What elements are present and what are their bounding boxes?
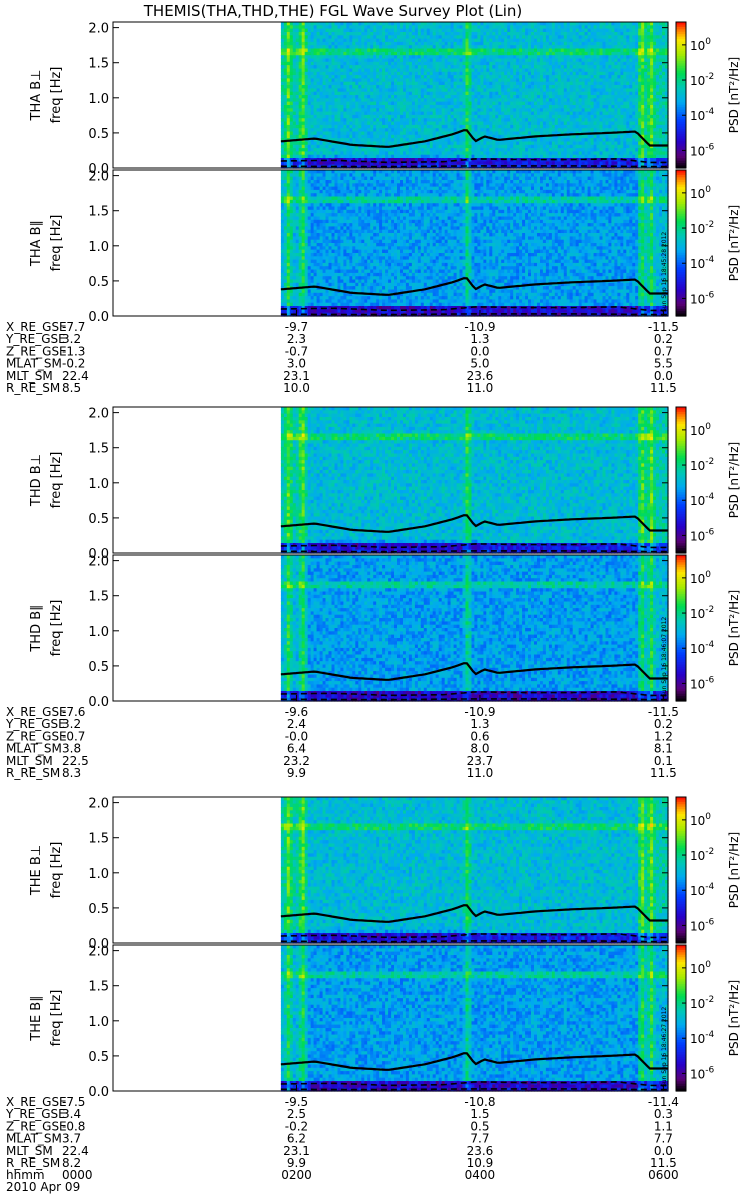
y-tick-label: 0.0 bbox=[88, 1085, 109, 1100]
colorbar-tick-label: 100 bbox=[690, 570, 711, 586]
colorbar-tick-label: 100 bbox=[690, 422, 711, 438]
y-tick-label: 1.5 bbox=[88, 590, 109, 605]
date-label: 2010 Apr 09 bbox=[6, 1180, 80, 1194]
ephemeris-value: 11.0 bbox=[467, 766, 494, 780]
timestamp: Sun Sep 16 18:46:27 2012 bbox=[661, 1007, 668, 1087]
y-tick-label: 0.5 bbox=[88, 1050, 109, 1065]
colorbar-tick-label: 10-4 bbox=[690, 255, 715, 271]
y-tick-label: 1.5 bbox=[88, 442, 109, 457]
colorbar-label: PSD [nT²/Hz] bbox=[727, 980, 741, 1056]
colorbar-tick-label: 10-4 bbox=[690, 107, 715, 123]
colorbar-label: PSD [nT²/Hz] bbox=[727, 832, 741, 908]
y-tick-label: 0.5 bbox=[88, 902, 109, 917]
y-tick-label: 1.0 bbox=[88, 867, 109, 882]
colorbar-tick-label: 10-2 bbox=[690, 72, 714, 88]
y-tick-label: 0.5 bbox=[88, 660, 109, 675]
ephemeris-label: R_RE_SM bbox=[6, 381, 60, 395]
colorbar-tick-label: 10-2 bbox=[690, 605, 714, 621]
colorbar-tick-label: 10-6 bbox=[690, 675, 715, 691]
colorbar-tick-label: 10-6 bbox=[690, 1065, 715, 1081]
colorbar-label: PSD [nT²/Hz] bbox=[727, 590, 741, 666]
colorbar-tick-label: 10-4 bbox=[690, 882, 715, 898]
spectrogram bbox=[281, 407, 669, 554]
colorbar-tick-label: 10-2 bbox=[690, 847, 714, 863]
panel-ylabel: THE B⊥ bbox=[29, 845, 44, 896]
timestamp: Sun Sep 16 18:45:28 2012 bbox=[661, 232, 668, 312]
y-tick-label: 0.5 bbox=[88, 275, 109, 290]
colorbar-tick-label: 100 bbox=[690, 960, 711, 976]
colorbar-tick-label: 10-6 bbox=[690, 142, 715, 158]
y-tick-label: 1.0 bbox=[88, 92, 109, 107]
y-tick-label: 1.0 bbox=[88, 625, 109, 640]
ephemeris-value: 9.9 bbox=[287, 766, 306, 780]
ephemeris-value: 11.5 bbox=[650, 766, 677, 780]
panel-ylabel: THD B⊥ bbox=[29, 454, 44, 507]
time-tick-label: 0200 bbox=[281, 1168, 312, 1182]
y-tick-label: 0.0 bbox=[88, 310, 109, 325]
spectrogram bbox=[281, 797, 669, 944]
time-tick-label: 0600 bbox=[648, 1168, 679, 1182]
y-tick-label: 2.0 bbox=[88, 170, 109, 185]
y-tick-label: 0.0 bbox=[88, 695, 109, 710]
spectrogram bbox=[281, 22, 669, 169]
ephemeris-value: 10.0 bbox=[283, 381, 310, 395]
plot-title: THEMIS(THA,THD,THE) FGL Wave Survey Plot… bbox=[143, 2, 522, 20]
y-tick-label: 1.5 bbox=[88, 205, 109, 220]
axis-ylabel: freq [Hz] bbox=[49, 215, 64, 272]
y-tick-label: 1.5 bbox=[88, 57, 109, 72]
y-tick-label: 2.0 bbox=[88, 555, 109, 570]
spectrogram bbox=[281, 170, 669, 317]
colorbar-tick-label: 10-6 bbox=[690, 290, 715, 306]
colorbar-tick-label: 100 bbox=[690, 37, 711, 53]
colorbar-tick-label: 10-2 bbox=[690, 220, 714, 236]
colorbar-tick-label: 10-2 bbox=[690, 457, 714, 473]
panel-ylabel: THA B∥ bbox=[29, 220, 44, 267]
timestamp: Sun Sep 16 18:46:07 2012 bbox=[661, 617, 668, 697]
panel-ylabel: THD B∥ bbox=[29, 604, 44, 652]
y-tick-label: 0.5 bbox=[88, 127, 109, 142]
y-tick-label: 2.0 bbox=[88, 945, 109, 960]
y-tick-label: 1.0 bbox=[88, 1015, 109, 1030]
y-tick-label: 0.5 bbox=[88, 512, 109, 527]
y-tick-label: 1.5 bbox=[88, 980, 109, 995]
ephemeris-value: 11.0 bbox=[467, 381, 494, 395]
panel-ylabel: THE B∥ bbox=[29, 995, 44, 1041]
y-tick-label: 2.0 bbox=[88, 407, 109, 422]
panel-ylabel: THA B⊥ bbox=[29, 70, 44, 122]
ephemeris-value: 8.3 bbox=[62, 766, 81, 780]
y-tick-label: 2.0 bbox=[88, 22, 109, 37]
colorbar-tick-label: 10-4 bbox=[690, 640, 715, 656]
axis-ylabel: freq [Hz] bbox=[49, 600, 64, 657]
colorbar-tick-label: 10-4 bbox=[690, 1030, 715, 1046]
y-tick-label: 1.0 bbox=[88, 477, 109, 492]
panels: 0.0 0.5 1.0 1.5 2.0 THA B⊥ freq [Hz] 100 10-2 10-… bbox=[5, 22, 741, 1195]
ephemeris-label: R_RE_SM bbox=[6, 766, 60, 780]
axis-ylabel: freq [Hz] bbox=[49, 990, 64, 1047]
colorbar-tick-label: 100 bbox=[690, 185, 711, 201]
axis-ylabel: freq [Hz] bbox=[49, 842, 64, 899]
colorbar-tick-label: 10-4 bbox=[690, 492, 715, 508]
y-tick-label: 2.0 bbox=[88, 797, 109, 812]
y-tick-label: 1.5 bbox=[88, 832, 109, 847]
colorbar-tick-label: 100 bbox=[690, 812, 711, 828]
ephemeris-value: 11.5 bbox=[650, 381, 677, 395]
ephemeris-value: 8.5 bbox=[62, 381, 81, 395]
colorbar-tick-label: 10-6 bbox=[690, 917, 715, 933]
time-tick-label: 0400 bbox=[465, 1168, 496, 1182]
colorbar-tick-label: 10-6 bbox=[690, 527, 715, 543]
axis-ylabel: freq [Hz] bbox=[49, 67, 64, 124]
spectrogram bbox=[281, 945, 669, 1092]
y-tick-label: 1.0 bbox=[88, 240, 109, 255]
colorbar-label: PSD [nT²/Hz] bbox=[727, 442, 741, 518]
spectrogram bbox=[281, 555, 669, 702]
colorbar-label: PSD [nT²/Hz] bbox=[727, 205, 741, 281]
colorbar-label: PSD [nT²/Hz] bbox=[727, 57, 741, 133]
colorbar-tick-label: 10-2 bbox=[690, 995, 714, 1011]
axis-ylabel: freq [Hz] bbox=[49, 452, 64, 509]
